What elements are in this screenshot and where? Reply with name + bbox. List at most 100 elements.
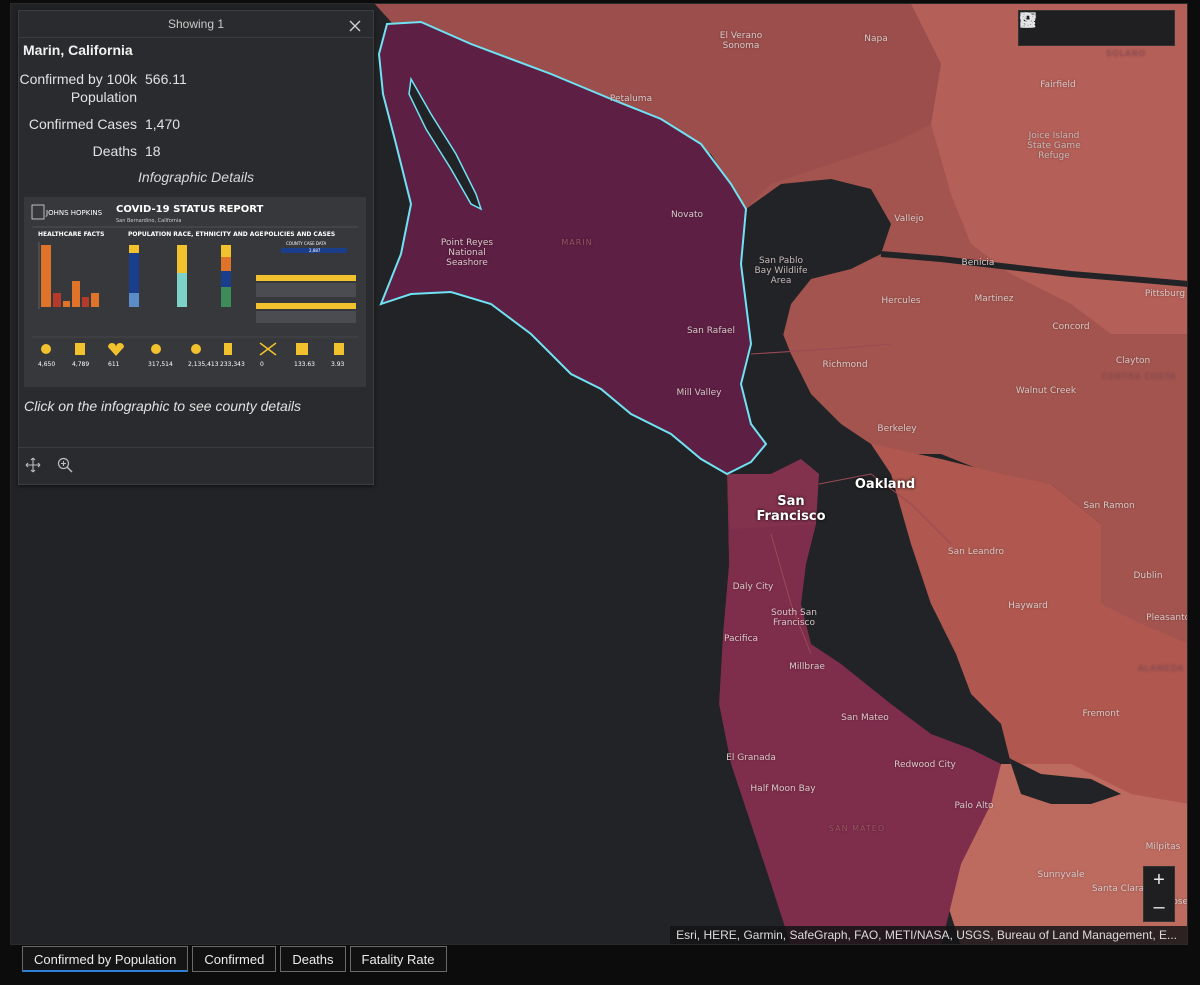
map-label: Dublin	[1133, 571, 1163, 581]
infographic-org: JOHNS HOPKINS	[46, 209, 103, 217]
map-label: El Granada	[726, 753, 776, 763]
home-icon[interactable]	[1020, 11, 1081, 45]
infographic-section-population: POPULATION RACE, ETHNICITY AND AGE	[128, 231, 264, 238]
popup-count: Showing 1	[167, 17, 225, 31]
map-label: Clayton	[1115, 356, 1151, 366]
map-label: Half Moon Bay	[750, 784, 816, 794]
infographic-stat: 133.63	[294, 361, 315, 368]
infographic-title: COVID-19 STATUS REPORT	[116, 204, 264, 215]
infographic-case-value: 2,887	[309, 248, 321, 253]
map-label: San Leandro	[947, 547, 1005, 557]
map-label: Joice Island State Game Refuge	[1027, 131, 1081, 161]
map-label: Pleasanton	[1146, 613, 1187, 623]
layers-icon[interactable]	[1019, 11, 1143, 45]
infographic-image[interactable]: JOHNS HOPKINS COVID-19 STATUS REPORT San…	[24, 197, 366, 387]
map-label: MARIN	[561, 238, 593, 247]
map-attribution[interactable]: Esri, HERE, Garmin, SafeGraph, FAO, METI…	[670, 926, 1187, 944]
popup-title: Marin, California	[23, 42, 133, 58]
marin-county-highlight[interactable]	[377, 20, 768, 476]
popup-fields: Confirmed by 100k Population 566.11 Conf…	[19, 70, 373, 160]
map-label: Pacifica	[723, 634, 759, 644]
tab-confirmed[interactable]: Confirmed	[192, 946, 277, 972]
map-label: Daly City	[732, 582, 774, 592]
zoom-to-icon[interactable]	[57, 457, 75, 475]
county-san-mateo[interactable]	[719, 459, 1001, 945]
zoom-control: + –	[1143, 866, 1175, 922]
map-label: El Verano	[719, 31, 763, 41]
map-label: Palo Alto	[954, 801, 994, 811]
map-label: Sunnyvale	[1037, 870, 1085, 880]
infographic-graphics	[31, 204, 358, 356]
highway-lines	[750, 343, 952, 655]
county-san-francisco	[727, 459, 821, 529]
map-label: Vallejo	[894, 214, 924, 224]
carquinez-strait	[880, 251, 1187, 287]
san-francisco-bay	[741, 179, 1121, 804]
field-value: 566.11	[145, 71, 187, 87]
map-label: Sonoma	[722, 41, 760, 51]
map-label: Benicia	[961, 258, 995, 268]
map-label: San Pablo Bay Wildlife Area	[754, 256, 808, 286]
map-basemap	[11, 4, 1187, 945]
map-label: SAN MATEO	[828, 824, 886, 833]
map-label: San Rafael	[686, 326, 736, 336]
infographic-stat: 0	[260, 361, 264, 368]
infographic-stat: 4,650	[38, 361, 56, 368]
county-solano	[911, 4, 1187, 334]
map-label: Concord	[1052, 322, 1090, 332]
tab-fatality-rate[interactable]: Fatality Rate	[349, 946, 447, 972]
map-label: Santa Clara	[1091, 884, 1145, 894]
map-label: Pittsburg	[1144, 289, 1186, 299]
pan-to-icon[interactable]	[25, 457, 43, 475]
tab-confirmed-by-population[interactable]: Confirmed by Population	[22, 946, 189, 972]
close-icon[interactable]	[347, 16, 363, 32]
map-label: Milpitas	[1145, 842, 1181, 852]
map-label: Berkeley	[877, 424, 917, 434]
field-value: 18	[145, 143, 161, 159]
infographic-stat: 3.93	[331, 361, 345, 368]
map-label: Richmond	[822, 360, 868, 370]
layer-tabs: Confirmed by Population Confirmed Deaths Fa…	[22, 946, 447, 972]
map-label: Point Reyes National Seashore	[440, 238, 494, 268]
map-label: Fremont	[1082, 709, 1120, 719]
qr-code-icon[interactable]	[1020, 11, 1174, 45]
zoom-in-button[interactable]: +	[1153, 869, 1165, 891]
map-label: Petaluma	[609, 94, 653, 104]
field-label: Confirmed Cases	[28, 116, 137, 132]
map-label: Walnut Creek	[1015, 386, 1077, 396]
infographic-section-policies: POLICIES AND CASES	[264, 231, 336, 238]
map-toolbar	[1018, 10, 1175, 46]
infographic-stat: 4,789	[72, 361, 90, 368]
field-value: 1,470	[145, 116, 181, 132]
infographic-cta: Click on the infographic to see county d…	[24, 398, 302, 414]
tomales-bay	[408, 76, 483, 211]
infographic-subtitle: San Bernardino, California	[116, 218, 182, 224]
field-row: Confirmed Cases 1,470	[19, 115, 373, 133]
infographic-stat: 317,514	[148, 361, 173, 368]
zoom-out-button[interactable]: –	[1153, 896, 1165, 918]
tab-deaths[interactable]: Deaths	[280, 946, 346, 972]
popup-footer	[19, 447, 373, 484]
map-label: Hercules	[881, 296, 921, 306]
field-row: Deaths 18	[19, 142, 373, 160]
map-label: Redwood City	[894, 760, 956, 770]
legend-list-icon[interactable]	[1021, 11, 1112, 45]
map-label: San Mateo	[841, 713, 889, 723]
map-label: CONTRA COSTA	[1101, 372, 1177, 381]
county-santa-clara	[941, 764, 1187, 944]
county-popup: Showing 1 Marin, California Confirmed by…	[18, 10, 374, 485]
infographic-stat: 233,343	[220, 361, 245, 368]
map-label: South San Francisco	[771, 608, 817, 628]
infographic-stat: 2,135,413	[188, 361, 219, 368]
field-label: Deaths	[92, 143, 137, 159]
field-row: Confirmed by 100k Population 566.11	[19, 70, 373, 106]
map-label: Millbrae	[789, 662, 825, 672]
map-view[interactable]: El Verano Sonoma Napa SOLANO Fairfield Petalu…	[10, 3, 1188, 945]
map-label: Novato	[670, 210, 704, 220]
map-label: San Francisco	[756, 494, 826, 524]
map-label: Martinez	[974, 294, 1014, 304]
map-label: Hayward	[1008, 601, 1048, 611]
county-sonoma-west	[375, 4, 941, 209]
infographic-case-data: COUNTY CASE DATA	[286, 241, 327, 246]
infographic-section-healthcare: HEALTHCARE FACTS	[38, 231, 105, 238]
